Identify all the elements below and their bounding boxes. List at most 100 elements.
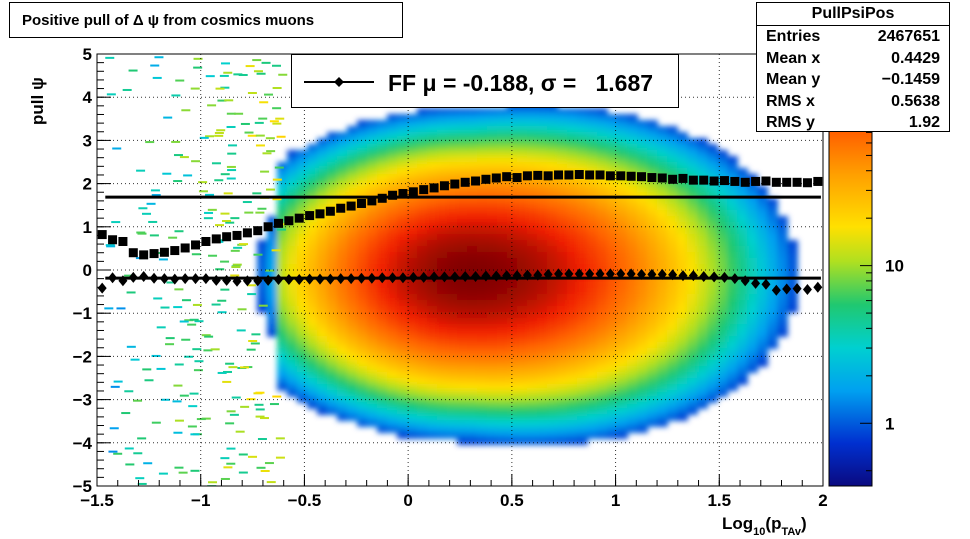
series-diamond-point bbox=[232, 275, 242, 287]
series-diamond-point bbox=[408, 271, 418, 283]
stats-row-rms-y: RMS y 1.92 bbox=[766, 114, 940, 131]
legend: FF μ = -0.188, σ = 1.687 bbox=[291, 54, 679, 108]
series-diamond-point bbox=[450, 271, 460, 283]
colorbar-tick-label: 1 bbox=[885, 414, 894, 433]
series-square-point bbox=[398, 189, 408, 199]
series-square-point bbox=[356, 198, 366, 208]
x-tick-label: 0.5 bbox=[500, 491, 524, 510]
series-square-point bbox=[377, 193, 387, 203]
x-tick-label: 1 bbox=[611, 491, 620, 510]
x-axis-label: Log10(pTAv) bbox=[722, 514, 807, 538]
series-diamond-point bbox=[336, 273, 346, 285]
series-diamond-point bbox=[637, 268, 646, 280]
series-diamond-point bbox=[751, 277, 761, 289]
series-square-point bbox=[616, 171, 626, 181]
series-diamond-point bbox=[159, 273, 169, 285]
series-square-point bbox=[274, 218, 283, 228]
series-diamond-point bbox=[688, 270, 698, 282]
series-diamond-point bbox=[325, 273, 335, 285]
series-diamond-point bbox=[222, 274, 232, 286]
y-tick-label: −1 bbox=[73, 304, 92, 323]
series-square-point bbox=[491, 173, 501, 183]
series-square-point bbox=[637, 172, 646, 182]
series-square-point bbox=[585, 170, 595, 180]
series-diamond-point bbox=[730, 273, 740, 285]
legend-label: FF μ = -0.188, σ = 1.687 bbox=[388, 70, 654, 96]
series-diamond-point bbox=[108, 272, 118, 284]
series-square-point bbox=[626, 171, 636, 181]
series-diamond-point bbox=[481, 270, 491, 282]
series-square-point bbox=[688, 175, 698, 185]
series-square-point bbox=[761, 176, 771, 186]
series-square-point bbox=[699, 175, 709, 185]
series-square-point bbox=[595, 170, 605, 180]
y-tick-label: 1 bbox=[83, 218, 92, 237]
stats-row-mean-x: Mean x 0.4429 bbox=[766, 49, 940, 67]
series-diamond-point bbox=[554, 268, 564, 280]
series-square-point bbox=[222, 232, 232, 242]
series-square-point bbox=[502, 172, 512, 182]
series-square-point bbox=[802, 178, 812, 188]
series-square-point bbox=[149, 249, 159, 259]
series-square-point bbox=[657, 173, 667, 183]
series-diamond-point bbox=[522, 269, 532, 281]
y-tick-label: −5 bbox=[73, 477, 92, 496]
series-square-point bbox=[284, 216, 294, 226]
series-square-point bbox=[336, 203, 346, 213]
series-square-point bbox=[263, 222, 273, 232]
series-square-point bbox=[294, 213, 304, 223]
series-square-point bbox=[709, 176, 719, 186]
series-square-point bbox=[201, 236, 211, 246]
series-square-point bbox=[771, 177, 781, 187]
series-square-point bbox=[170, 246, 180, 256]
series-square-point bbox=[305, 211, 315, 221]
series-diamond-point bbox=[439, 271, 449, 283]
y-tick-label: −3 bbox=[73, 391, 92, 410]
series-square-point bbox=[751, 176, 761, 186]
series-diamond-point bbox=[802, 283, 812, 295]
series-diamond-point bbox=[356, 272, 366, 284]
series-square-point bbox=[242, 228, 252, 238]
series-diamond-point bbox=[170, 273, 180, 285]
series-diamond-point bbox=[429, 271, 439, 283]
series-square-point bbox=[792, 177, 802, 187]
series-square-point bbox=[782, 177, 792, 187]
series-diamond-point bbox=[647, 268, 657, 280]
series-diamond-point bbox=[678, 270, 688, 282]
series-diamond-point bbox=[201, 273, 211, 285]
series-diamond-point bbox=[564, 268, 574, 280]
series-diamond-point bbox=[771, 284, 781, 296]
series-diamond-point bbox=[512, 270, 522, 282]
series-diamond-point bbox=[139, 270, 149, 282]
series-square-point bbox=[554, 170, 564, 180]
series-diamond-point bbox=[585, 268, 595, 280]
series-square-point bbox=[388, 190, 398, 200]
series-square-point bbox=[429, 183, 439, 193]
series-square-point bbox=[118, 236, 128, 246]
series-diamond-point bbox=[626, 268, 636, 280]
y-axis-label: pull ψ bbox=[28, 77, 47, 125]
series-diamond-point bbox=[761, 278, 771, 290]
series-square-point bbox=[325, 206, 335, 216]
stats-row-entries: Entries 2467651 bbox=[766, 28, 940, 45]
series-square-point bbox=[97, 230, 107, 240]
series-square-point bbox=[668, 174, 678, 184]
series-square-point bbox=[543, 171, 553, 181]
series-square-point bbox=[253, 226, 263, 236]
series-square-point bbox=[346, 201, 356, 211]
series-square-point bbox=[533, 170, 543, 180]
series-diamond-point bbox=[471, 270, 481, 282]
series-square-point bbox=[512, 173, 522, 183]
series-diamond-point bbox=[305, 273, 315, 285]
series-diamond-point bbox=[284, 274, 294, 286]
series-diamond-point bbox=[253, 275, 263, 287]
series-diamond-point bbox=[740, 275, 750, 287]
series-diamond-point bbox=[367, 272, 377, 284]
series-square-point bbox=[730, 176, 740, 186]
series-diamond-point bbox=[263, 274, 273, 286]
axes: −1.5 −1 −0.5 0 0.5 1 1.5 2 −5 −4 −3 −2 −1 0 1 2 3 4 5 bbox=[73, 45, 828, 510]
series-diamond-point bbox=[595, 268, 605, 280]
series-diamond-point bbox=[616, 268, 626, 280]
series-diamond-point bbox=[813, 281, 823, 293]
